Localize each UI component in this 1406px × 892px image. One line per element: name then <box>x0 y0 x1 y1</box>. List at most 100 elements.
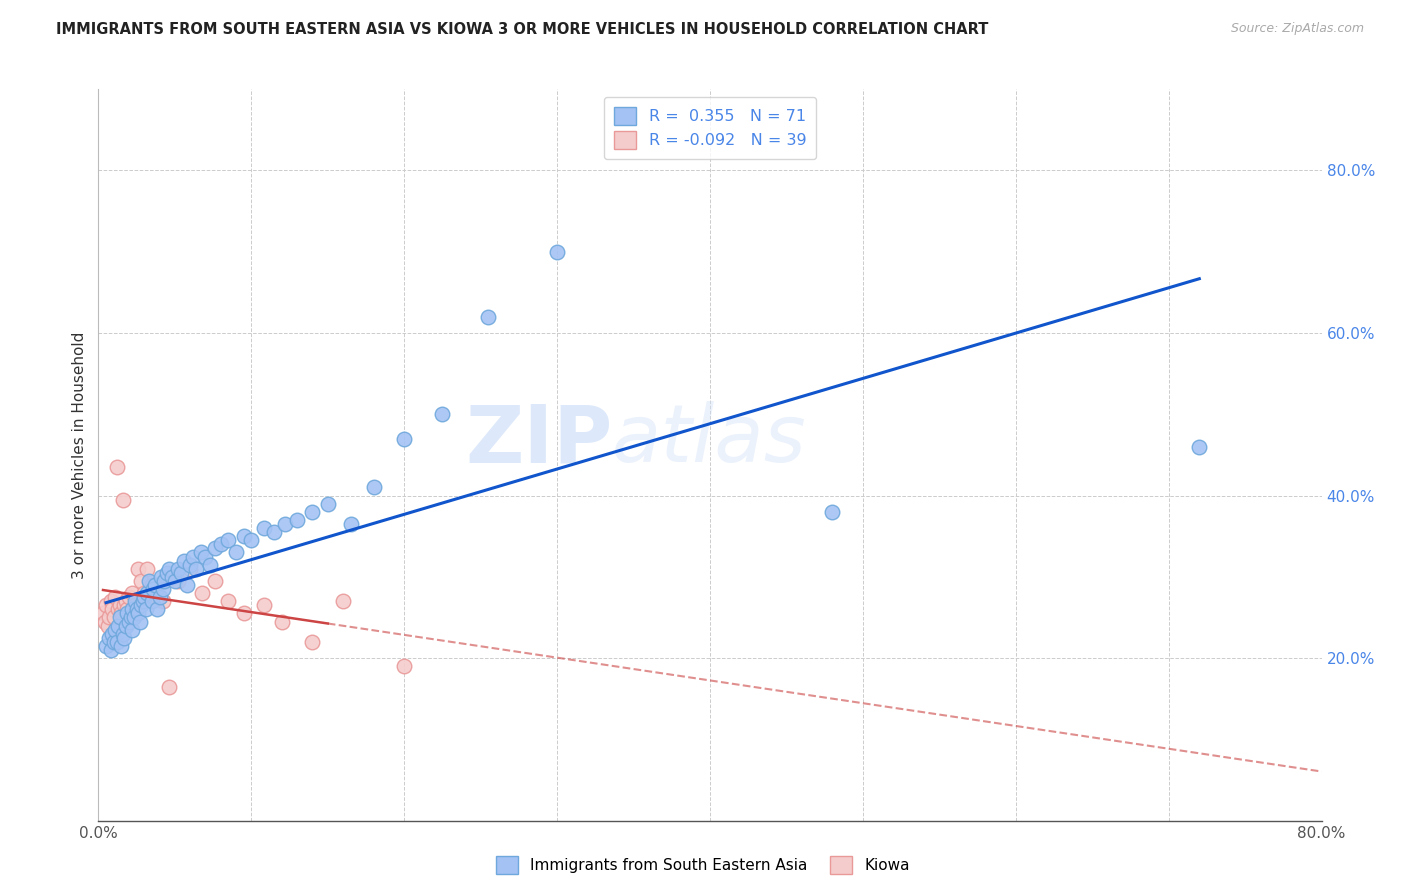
Point <box>821 505 844 519</box>
Point <box>135 602 157 616</box>
Point <box>129 599 152 613</box>
Point <box>145 590 167 604</box>
Point <box>125 602 148 616</box>
Point <box>339 516 361 531</box>
Point <box>93 615 115 629</box>
Point <box>112 631 135 645</box>
Point <box>392 659 416 673</box>
Point <box>121 586 143 600</box>
Point <box>181 549 204 564</box>
Point <box>190 545 212 559</box>
Point <box>194 549 217 564</box>
Point <box>232 529 254 543</box>
Text: IMMIGRANTS FROM SOUTH EASTERN ASIA VS KIOWA 3 OR MORE VEHICLES IN HOUSEHOLD CORR: IMMIGRANTS FROM SOUTH EASTERN ASIA VS KI… <box>56 22 988 37</box>
Legend: R =  0.355   N = 71, R = -0.092   N = 39: R = 0.355 N = 71, R = -0.092 N = 39 <box>605 97 815 159</box>
Point <box>104 623 127 637</box>
Point <box>173 553 195 567</box>
Point <box>115 594 138 608</box>
Point <box>179 562 201 576</box>
Point <box>217 594 239 608</box>
Point <box>152 594 174 608</box>
Point <box>546 244 568 259</box>
Point <box>101 626 124 640</box>
Legend: Immigrants from South Eastern Asia, Kiowa: Immigrants from South Eastern Asia, Kiow… <box>491 850 915 880</box>
Point <box>392 432 416 446</box>
Point <box>138 574 160 588</box>
Point <box>107 602 129 616</box>
Point <box>170 566 193 580</box>
Point <box>149 590 172 604</box>
Point <box>98 631 121 645</box>
Point <box>118 590 141 604</box>
Point <box>160 570 183 584</box>
Point <box>112 599 135 613</box>
Point <box>105 460 128 475</box>
Point <box>127 562 149 576</box>
Point <box>132 594 155 608</box>
Point <box>145 602 167 616</box>
Point <box>104 590 127 604</box>
Point <box>136 562 159 576</box>
Point <box>204 574 226 588</box>
Text: atlas: atlas <box>612 401 807 479</box>
Point <box>225 545 247 559</box>
Point <box>301 635 323 649</box>
Point <box>316 497 339 511</box>
Point <box>121 602 143 616</box>
Point <box>179 558 201 572</box>
Point <box>167 574 190 588</box>
Point <box>101 602 124 616</box>
Point <box>191 586 214 600</box>
Point <box>94 639 117 653</box>
Point <box>111 492 134 507</box>
Point <box>156 566 179 580</box>
Point <box>142 582 165 596</box>
Point <box>141 578 163 592</box>
Point <box>285 513 308 527</box>
Point <box>107 618 129 632</box>
Point <box>118 615 141 629</box>
Point <box>270 615 292 629</box>
Point <box>301 505 323 519</box>
Point <box>134 590 156 604</box>
Point <box>108 610 131 624</box>
Point <box>240 533 263 548</box>
Point <box>263 525 285 540</box>
Point <box>129 574 152 588</box>
Point <box>198 558 221 572</box>
Point <box>274 516 297 531</box>
Point <box>136 586 159 600</box>
Point <box>128 615 150 629</box>
Point <box>120 610 142 624</box>
Point <box>141 594 163 608</box>
Point <box>163 574 186 588</box>
Point <box>103 635 125 649</box>
Point <box>186 562 208 576</box>
Point <box>152 582 174 596</box>
Point <box>252 599 274 613</box>
Y-axis label: 3 or more Vehicles in Household: 3 or more Vehicles in Household <box>72 331 87 579</box>
Point <box>157 562 180 576</box>
Point <box>432 407 454 421</box>
Point <box>94 599 117 613</box>
Point <box>150 570 173 584</box>
Text: Source: ZipAtlas.com: Source: ZipAtlas.com <box>1230 22 1364 36</box>
Point <box>252 521 274 535</box>
Text: ZIP: ZIP <box>465 401 612 479</box>
Point <box>204 541 226 556</box>
Point <box>127 607 149 621</box>
Point <box>124 594 146 608</box>
Point <box>209 537 232 551</box>
Point <box>143 578 166 592</box>
Point <box>1188 440 1211 454</box>
Point <box>100 643 122 657</box>
Point <box>217 533 239 548</box>
Point <box>103 610 125 624</box>
Point <box>153 574 176 588</box>
Point <box>124 599 146 613</box>
Point <box>110 639 132 653</box>
Point <box>108 599 131 613</box>
Point <box>110 607 132 621</box>
Point <box>117 602 139 616</box>
Point <box>167 562 190 576</box>
